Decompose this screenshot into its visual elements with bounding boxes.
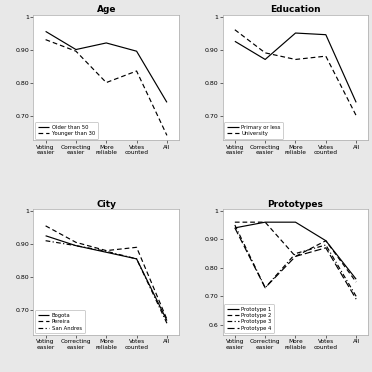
Title: Education: Education bbox=[270, 5, 321, 14]
San Andres bbox=[44, 238, 48, 243]
Line: Older than 50: Older than 50 bbox=[46, 31, 167, 102]
Primary or less bbox=[293, 31, 298, 35]
Pereira bbox=[134, 245, 139, 250]
Bogota bbox=[134, 257, 139, 261]
Prototype 2 bbox=[232, 220, 237, 224]
San Andres bbox=[165, 321, 169, 326]
Prototype 1 bbox=[263, 220, 267, 224]
Prototype 3 bbox=[324, 243, 328, 247]
Younger than 30 bbox=[165, 133, 169, 138]
Line: San Andres: San Andres bbox=[46, 241, 167, 323]
San Andres bbox=[104, 249, 109, 253]
Younger than 30 bbox=[134, 69, 139, 73]
Line: Prototype 3: Prototype 3 bbox=[235, 225, 356, 296]
Prototype 4 bbox=[232, 226, 237, 230]
Line: University: University bbox=[235, 30, 356, 116]
Line: Prototype 1: Prototype 1 bbox=[235, 222, 356, 279]
Legend: Older than 50, Younger than 30: Older than 50, Younger than 30 bbox=[35, 122, 98, 139]
Older than 50 bbox=[74, 47, 78, 52]
Prototype 1 bbox=[232, 226, 237, 230]
Prototype 3 bbox=[232, 223, 237, 227]
Legend: Bogota, Pereira, San Andres: Bogota, Pereira, San Andres bbox=[35, 310, 85, 333]
Bogota bbox=[44, 234, 48, 238]
Prototype 3 bbox=[263, 286, 267, 290]
Older than 50 bbox=[165, 100, 169, 105]
Prototype 3 bbox=[354, 294, 358, 299]
Prototype 2 bbox=[263, 220, 267, 224]
Pereira bbox=[104, 248, 109, 253]
Bogota bbox=[165, 318, 169, 323]
Pereira bbox=[44, 224, 48, 228]
Line: Bogota: Bogota bbox=[46, 236, 167, 321]
Pereira bbox=[165, 317, 169, 321]
Line: Pereira: Pereira bbox=[46, 226, 167, 319]
Line: Prototype 4: Prototype 4 bbox=[235, 228, 356, 299]
Prototype 2 bbox=[293, 254, 298, 259]
Line: Primary or less: Primary or less bbox=[235, 33, 356, 102]
Bogota bbox=[104, 250, 109, 254]
Legend: Primary or less, University: Primary or less, University bbox=[224, 122, 283, 139]
Primary or less bbox=[324, 32, 328, 37]
Prototype 4 bbox=[324, 246, 328, 250]
Younger than 30 bbox=[44, 38, 48, 42]
Older than 50 bbox=[134, 49, 139, 54]
San Andres bbox=[74, 243, 78, 248]
Older than 50 bbox=[104, 41, 109, 45]
Line: Prototype 2: Prototype 2 bbox=[235, 222, 356, 282]
Primary or less bbox=[232, 39, 237, 44]
University bbox=[324, 54, 328, 58]
Prototype 4 bbox=[263, 286, 267, 290]
Primary or less bbox=[263, 57, 267, 62]
Prototype 4 bbox=[293, 254, 298, 259]
Prototype 1 bbox=[354, 277, 358, 282]
Prototype 2 bbox=[354, 280, 358, 284]
Bogota bbox=[74, 243, 78, 248]
Prototype 1 bbox=[293, 220, 298, 224]
Title: Age: Age bbox=[96, 5, 116, 14]
Older than 50 bbox=[44, 29, 48, 33]
Prototype 2 bbox=[324, 238, 328, 243]
University bbox=[354, 113, 358, 118]
Prototype 1 bbox=[324, 238, 328, 243]
Prototype 4 bbox=[354, 297, 358, 301]
Title: City: City bbox=[96, 199, 116, 209]
University bbox=[293, 57, 298, 62]
Younger than 30 bbox=[74, 49, 78, 54]
Line: Younger than 30: Younger than 30 bbox=[46, 40, 167, 135]
Legend: Prototype 1, Prototype 2, Prototype 3, Prototype 4: Prototype 1, Prototype 2, Prototype 3, P… bbox=[224, 304, 274, 333]
Title: Prototypes: Prototypes bbox=[267, 199, 323, 209]
University bbox=[232, 28, 237, 32]
University bbox=[263, 51, 267, 55]
Younger than 30 bbox=[104, 80, 109, 85]
Prototype 3 bbox=[293, 251, 298, 256]
Pereira bbox=[74, 240, 78, 244]
Primary or less bbox=[354, 100, 358, 105]
San Andres bbox=[134, 257, 139, 261]
